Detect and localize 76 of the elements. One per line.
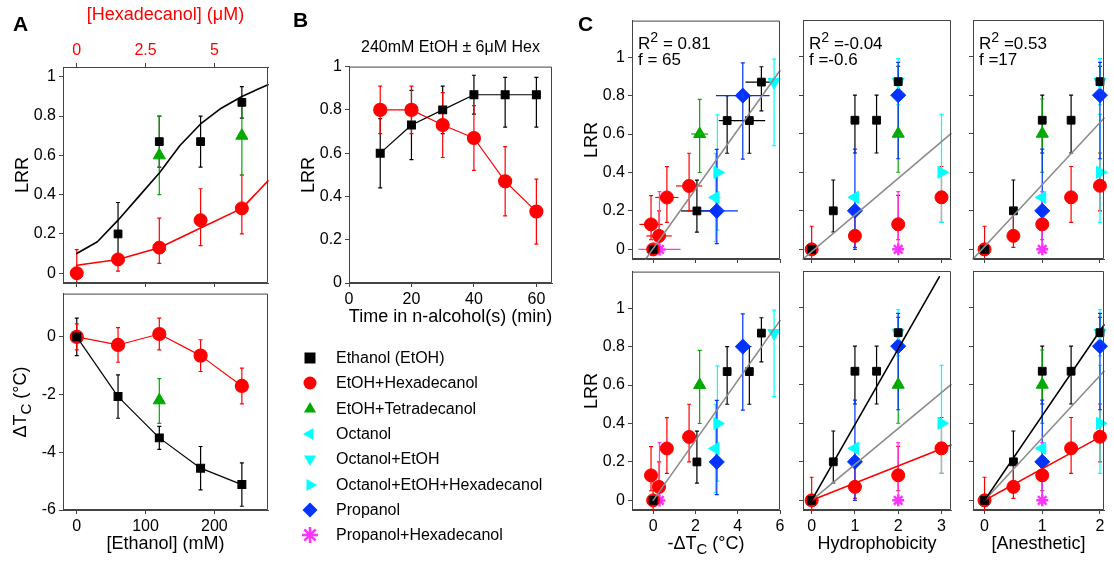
x2-axis-title: [Hexadecanol] (μM) <box>86 4 245 24</box>
x-axis-title: Time in n-alcohol(s) (min) <box>347 306 554 327</box>
x-tick-label: 0 <box>72 517 82 535</box>
annotation: R$^{2}$ = 0.81 <box>638 29 711 53</box>
x-tick-label: 6 <box>775 517 785 535</box>
y-tick-label: -4 <box>41 442 57 460</box>
y-axis-title: LRR <box>581 372 602 409</box>
chart-title: 240mM EtOH ± 6μM Hex <box>360 38 541 56</box>
legend-label: EtOH+Tetradecanol <box>336 399 477 418</box>
y-tick-label: 0.6 <box>602 375 626 393</box>
y-tick-label: 0 <box>333 273 343 291</box>
legend-label: Octanol+EtOH+Hexadecanol <box>336 475 543 494</box>
legend-label: Octanol <box>336 424 392 443</box>
y-tick-label: 0 <box>616 239 626 257</box>
x-tick-label: 0 <box>648 517 658 535</box>
legend-label: Octanol+EtOH <box>336 450 440 469</box>
annotation: f =-0.6 <box>809 50 858 70</box>
legend-label: Propanol <box>336 500 401 519</box>
y-tick-label: 0.6 <box>319 143 343 161</box>
x-tick-label: 2 <box>893 517 903 535</box>
y-tick-label: 0.4 <box>319 186 343 204</box>
x-axis-title: -ΔT$_{C}$ (°C) <box>666 533 746 558</box>
x-tick-label: 0 <box>344 290 354 308</box>
y-tick-label: 1 <box>47 67 57 85</box>
x-axis-title: [Ethanol] (mM) <box>105 533 226 554</box>
x-tick-label: 1 <box>1037 517 1047 535</box>
x-tick-label: 2 <box>690 517 700 535</box>
x2-tick-label: 5 <box>209 40 219 58</box>
y-tick-label: 1 <box>333 57 343 75</box>
y-tick-label: 0.8 <box>33 106 57 124</box>
y-tick-label: 0.2 <box>33 224 57 242</box>
y-tick-label: -6 <box>41 500 57 518</box>
y-tick-label: 0.2 <box>602 452 626 470</box>
x2-tick-label: 2.5 <box>134 40 157 58</box>
x-tick-label: 0 <box>980 517 990 535</box>
y-tick-label: 0.8 <box>602 336 626 354</box>
legend-label: Ethanol (EtOH) <box>336 349 445 367</box>
x-tick-label: 0 <box>807 517 817 535</box>
x-tick-label: 1 <box>850 517 860 535</box>
y-tick-label: 0.4 <box>602 413 626 431</box>
y-axis-title: LRR <box>581 121 602 158</box>
x-tick-label: 20 <box>402 290 421 308</box>
y-axis-title: LRR <box>298 156 319 193</box>
x-tick-label: 4 <box>733 517 743 535</box>
legend-label: Propanol+Hexadecanol <box>336 526 503 545</box>
y-tick-label: 0.2 <box>602 201 626 219</box>
legend-label: EtOH+Hexadecanol <box>336 374 478 393</box>
x-tick-label: 200 <box>200 517 228 535</box>
y-tick-label: 0.8 <box>602 85 626 103</box>
y-tick-label: 0.2 <box>319 230 343 248</box>
x-tick-label: 60 <box>527 290 546 308</box>
y-tick-label: 0.6 <box>33 145 57 163</box>
y-tick-label: 0.6 <box>602 124 626 142</box>
x-tick-label: 2 <box>1095 517 1105 535</box>
y-tick-label: -2 <box>41 384 57 402</box>
x-tick-label: 40 <box>465 290 483 308</box>
y-tick-label: 0 <box>47 263 57 281</box>
y-tick-label: 0.4 <box>33 185 57 203</box>
annotation: f = 65 <box>638 50 682 70</box>
y-tick-label: 0.8 <box>319 100 343 118</box>
y-tick-label: 0 <box>47 327 57 345</box>
y-axis-title: LRR <box>12 156 33 194</box>
x2-tick-label: 0 <box>72 40 82 58</box>
text: A <box>13 12 29 36</box>
text: C <box>578 12 594 36</box>
x-tick-label: 100 <box>132 517 159 535</box>
annotation: R$^{2}$ =-0.04 <box>809 29 883 53</box>
x-axis-title: [Anesthetic] <box>990 533 1087 554</box>
text: B <box>293 8 309 32</box>
annotation: f =17 <box>979 50 1018 70</box>
x-tick-label: 3 <box>937 517 947 535</box>
y-tick-label: 0 <box>616 490 626 508</box>
x-axis-title: Hydrophobicity <box>816 533 938 554</box>
y-tick-label: 0.4 <box>602 162 626 180</box>
y-tick-label: 1 <box>616 47 626 65</box>
annotation: R$^{2}$ =0.53 <box>979 29 1047 53</box>
